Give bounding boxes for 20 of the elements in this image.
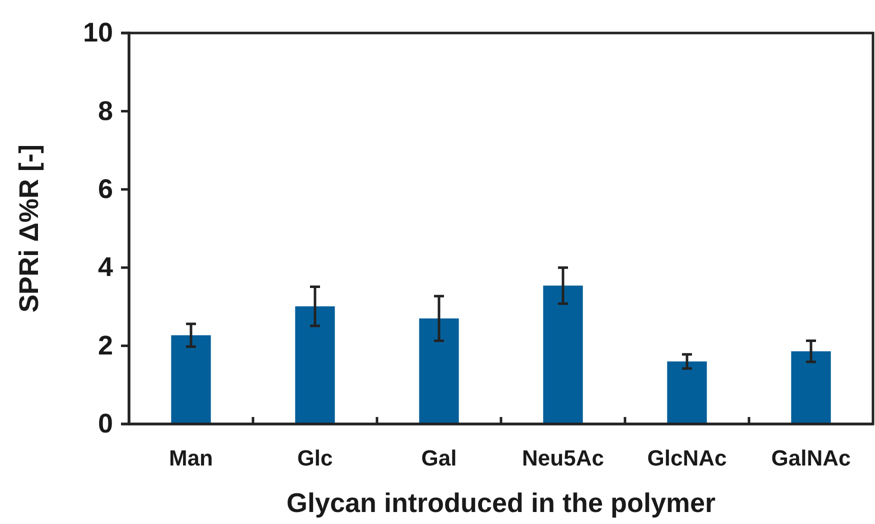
y-tick-label: 2	[98, 330, 113, 360]
x-tick-label: Glc	[297, 446, 333, 471]
bar	[171, 335, 211, 424]
bar	[667, 361, 707, 424]
y-tick-label: 4	[98, 252, 113, 282]
x-tick-label: GalNAc	[771, 446, 851, 471]
bar	[419, 318, 459, 424]
y-tick-label: 10	[82, 18, 113, 48]
bar	[295, 306, 335, 424]
y-tick-label: 0	[98, 408, 113, 439]
x-tick-label: Gal	[421, 446, 457, 471]
x-tick-label: GlcNAc	[647, 446, 727, 471]
bar	[543, 286, 583, 424]
x-tick-label: Neu5Ac	[522, 446, 604, 471]
y-axis-title: SPRi Δ%R [-]	[14, 144, 44, 312]
x-axis-title: Glycan introduced in the polymer	[286, 488, 716, 518]
bar	[791, 351, 831, 424]
x-tick-label: Man	[169, 446, 213, 471]
y-tick-label: 8	[98, 96, 113, 126]
y-tick-label: 6	[98, 174, 113, 204]
